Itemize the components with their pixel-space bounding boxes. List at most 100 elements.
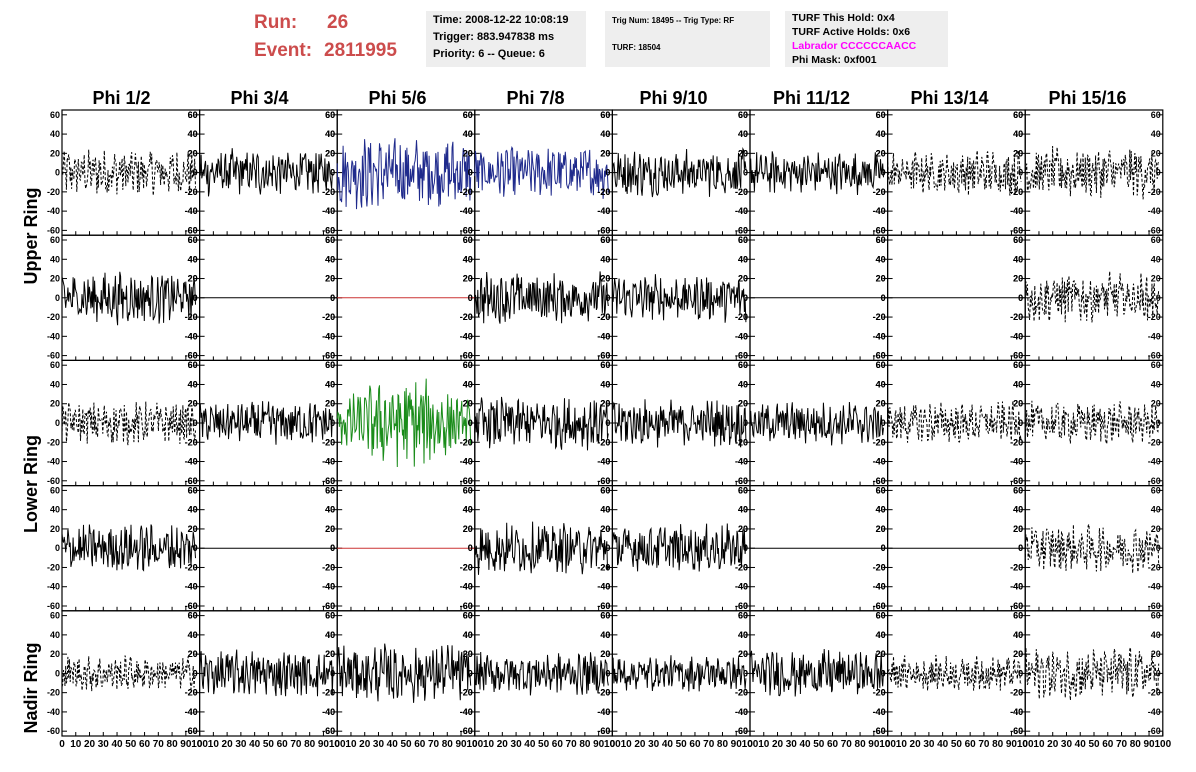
- y-tick-label: 60: [876, 611, 886, 621]
- y-tick-label: 60: [600, 110, 610, 120]
- y-tick-label: -60: [873, 351, 886, 361]
- y-tick-label: -20: [597, 312, 610, 322]
- y-tick-label: 60: [463, 235, 473, 245]
- y-tick-label: 20: [738, 148, 748, 158]
- x-tick-label: 70: [153, 739, 165, 750]
- y-tick-label: 40: [876, 505, 886, 515]
- waveform-trace: [474, 396, 609, 451]
- y-tick-label: -60: [735, 351, 748, 361]
- y-tick-label: 40: [463, 505, 473, 515]
- y-tick-label: 40: [1013, 630, 1023, 640]
- y-tick-label: 0: [743, 168, 748, 178]
- y-tick-label: -60: [597, 225, 610, 235]
- x-tick-label: 90: [318, 739, 330, 750]
- y-tick-label: 60: [1013, 485, 1023, 495]
- y-tick-label: 0: [1018, 668, 1023, 678]
- y-tick-label: -40: [735, 206, 748, 216]
- x-tick-label: 40: [111, 739, 123, 750]
- y-tick-label: -20: [873, 688, 886, 698]
- x-tick-label: 0: [334, 739, 340, 750]
- y-tick-label: -20: [735, 187, 748, 197]
- y-tick-label: 0: [468, 668, 473, 678]
- y-tick-label: -40: [735, 206, 748, 216]
- y-tick-label: 0: [881, 418, 886, 428]
- y-tick-label: -20: [185, 688, 198, 698]
- x-tick-label: 10: [345, 739, 357, 750]
- x-tick-label: 30: [373, 739, 385, 750]
- y-tick-label: 60: [50, 611, 60, 621]
- y-tick-label: 0: [881, 293, 886, 303]
- y-tick-label: 40: [738, 630, 748, 640]
- y-tick-label: -40: [185, 206, 198, 216]
- y-tick-label: 60: [463, 110, 473, 120]
- y-tick-label: 60: [738, 110, 748, 120]
- waveform-trace: [199, 649, 334, 697]
- x-tick-label: 30: [98, 739, 110, 750]
- y-tick-label: 60: [1013, 485, 1023, 495]
- y-tick-label: 40: [463, 379, 473, 389]
- y-tick-label: -20: [47, 562, 60, 572]
- y-tick-label: -60: [1010, 225, 1023, 235]
- y-tick-label: -60: [1010, 726, 1023, 736]
- y-tick-label: 60: [600, 485, 610, 495]
- y-tick-label: -20: [735, 562, 748, 572]
- y-tick-label: -40: [460, 582, 473, 592]
- y-tick-label: -20: [873, 312, 886, 322]
- x-tick-label: 60: [827, 739, 839, 750]
- y-tick-label: -40: [597, 582, 610, 592]
- x-tick-label: 70: [978, 739, 990, 750]
- y-tick-label: 20: [463, 649, 473, 659]
- y-tick-label: -60: [735, 601, 748, 611]
- y-tick-label: 60: [600, 360, 610, 370]
- y-tick-label: -40: [185, 457, 198, 467]
- column-title-phi-11-12: Phi 11/12: [772, 88, 851, 108]
- y-tick-label: 0: [330, 293, 335, 303]
- y-tick-label: 20: [876, 524, 886, 534]
- y-tick-label: 60: [738, 360, 748, 370]
- y-tick-label: 40: [1013, 379, 1023, 389]
- y-tick-label: -40: [873, 331, 886, 341]
- y-tick-label: 20: [876, 148, 886, 158]
- x-tick-label: 20: [634, 739, 646, 750]
- y-tick-label: -40: [873, 331, 886, 341]
- waveform-trace: [749, 151, 884, 196]
- y-tick-label: -40: [1010, 582, 1023, 592]
- y-tick-label: -20: [873, 437, 886, 447]
- y-tick-label: 0: [330, 418, 335, 428]
- y-tick-label: 60: [876, 110, 886, 120]
- y-tick-label: 0: [605, 543, 610, 553]
- y-tick-label: 20: [188, 148, 198, 158]
- y-tick-label: 60: [738, 485, 748, 495]
- x-tick-label: 50: [400, 739, 412, 750]
- y-tick-label: 40: [876, 630, 886, 640]
- y-tick-label: -20: [1148, 688, 1161, 698]
- y-tick-label: 20: [876, 274, 886, 284]
- y-tick-label: 0: [330, 168, 335, 178]
- y-tick-label: -60: [322, 726, 335, 736]
- y-tick-label: 40: [463, 254, 473, 264]
- y-tick-label: -20: [873, 562, 886, 572]
- y-tick-label: 40: [600, 505, 610, 515]
- y-tick-label: 60: [738, 611, 748, 621]
- x-tick-label: 50: [125, 739, 137, 750]
- waveform-trace: [61, 524, 196, 572]
- y-tick-label: 60: [463, 110, 473, 120]
- waveform-trace: [611, 399, 747, 448]
- y-tick-label: 40: [50, 505, 60, 515]
- x-tick-label: 10: [70, 739, 82, 750]
- y-tick-label: -40: [1010, 206, 1023, 216]
- x-tick-label: 20: [84, 739, 96, 750]
- y-tick-label: 20: [463, 148, 473, 158]
- y-tick-label: 0: [468, 168, 473, 178]
- y-tick-label: -20: [1010, 437, 1023, 447]
- event-value: 2811995: [324, 40, 397, 61]
- x-tick-label: 10: [208, 739, 220, 750]
- x-tick-label: 70: [703, 739, 715, 750]
- x-tick-label: 100: [191, 739, 208, 750]
- y-tick-label: -40: [185, 582, 198, 592]
- event-label: Event:: [254, 40, 313, 61]
- x-tick-label: 70: [566, 739, 578, 750]
- y-tick-label: 60: [188, 611, 198, 621]
- x-tick-label: 0: [747, 739, 753, 750]
- x-tick-label: 60: [277, 739, 289, 750]
